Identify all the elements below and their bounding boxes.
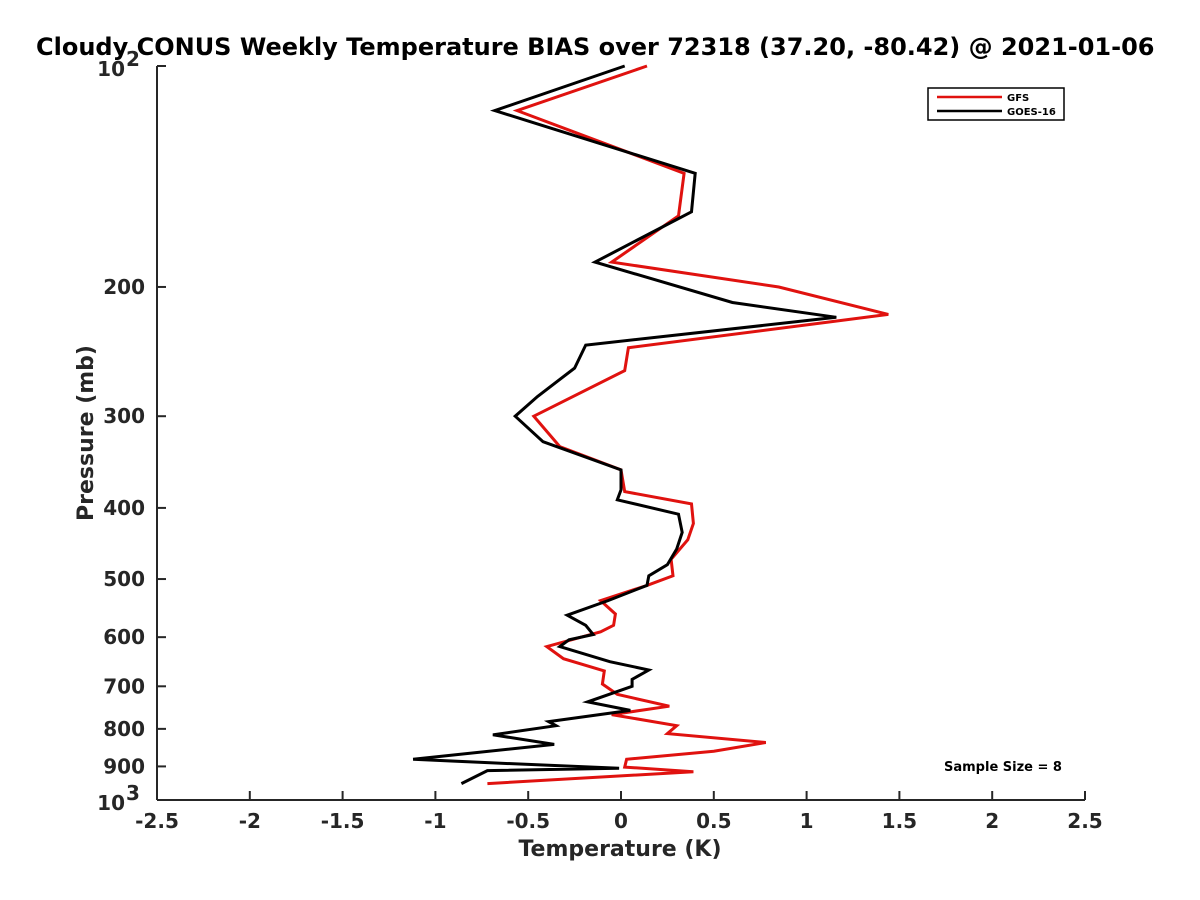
y-tick-label-exponent: 3 [126,781,140,805]
x-tick-label: 2.5 [1067,809,1102,833]
x-tick-label: -1 [424,809,446,833]
x-tick-label: 1 [800,809,814,833]
x-tick-label: 2 [985,809,999,833]
x-tick-label: 0 [614,809,628,833]
legend-label: GFS [1007,93,1029,104]
y-tick-label: 700 [103,674,145,698]
series-line-goes-16 [412,64,837,785]
x-tick-label: -0.5 [506,809,550,833]
y-tick-label: 300 [103,404,145,428]
legend: GFS GOES-16 [927,87,1065,121]
legend-box [927,87,1065,121]
legend-label: GOES-16 [1007,107,1056,118]
sample-size-annotation: Sample Size = 8 [944,760,1062,775]
y-axis-label: Pressure (mb) [74,345,99,521]
y-tick-label: 400 [103,496,145,520]
y-tick-label-base: 10 [97,791,125,815]
y-tick-label: 900 [103,754,145,778]
y-tick-label: 800 [103,717,145,741]
y-tick-label: 200 [103,275,145,299]
x-tick-label: 0.5 [696,809,731,833]
y-tick-label-base: 10 [97,57,125,81]
x-tick-label: -2 [239,809,261,833]
y-tick-label: 600 [103,625,145,649]
x-axis-label: Temperature (K) [518,837,721,862]
y-tick-label-exponent: 2 [126,47,140,71]
y-tick-label: 500 [103,567,145,591]
x-tick-label: -1.5 [321,809,365,833]
x-tick-label: 1.5 [882,809,917,833]
x-axis: -2.5 -2 -1.5 -1 -0.5 0 0.5 1 1.5 2 2.5 [135,791,1103,833]
series-layer [412,64,889,786]
chart-title: Cloudy CONUS Weekly Temperature BIAS ove… [36,33,1154,61]
series-line-gfs [487,64,889,786]
x-tick-label: -2.5 [135,809,179,833]
